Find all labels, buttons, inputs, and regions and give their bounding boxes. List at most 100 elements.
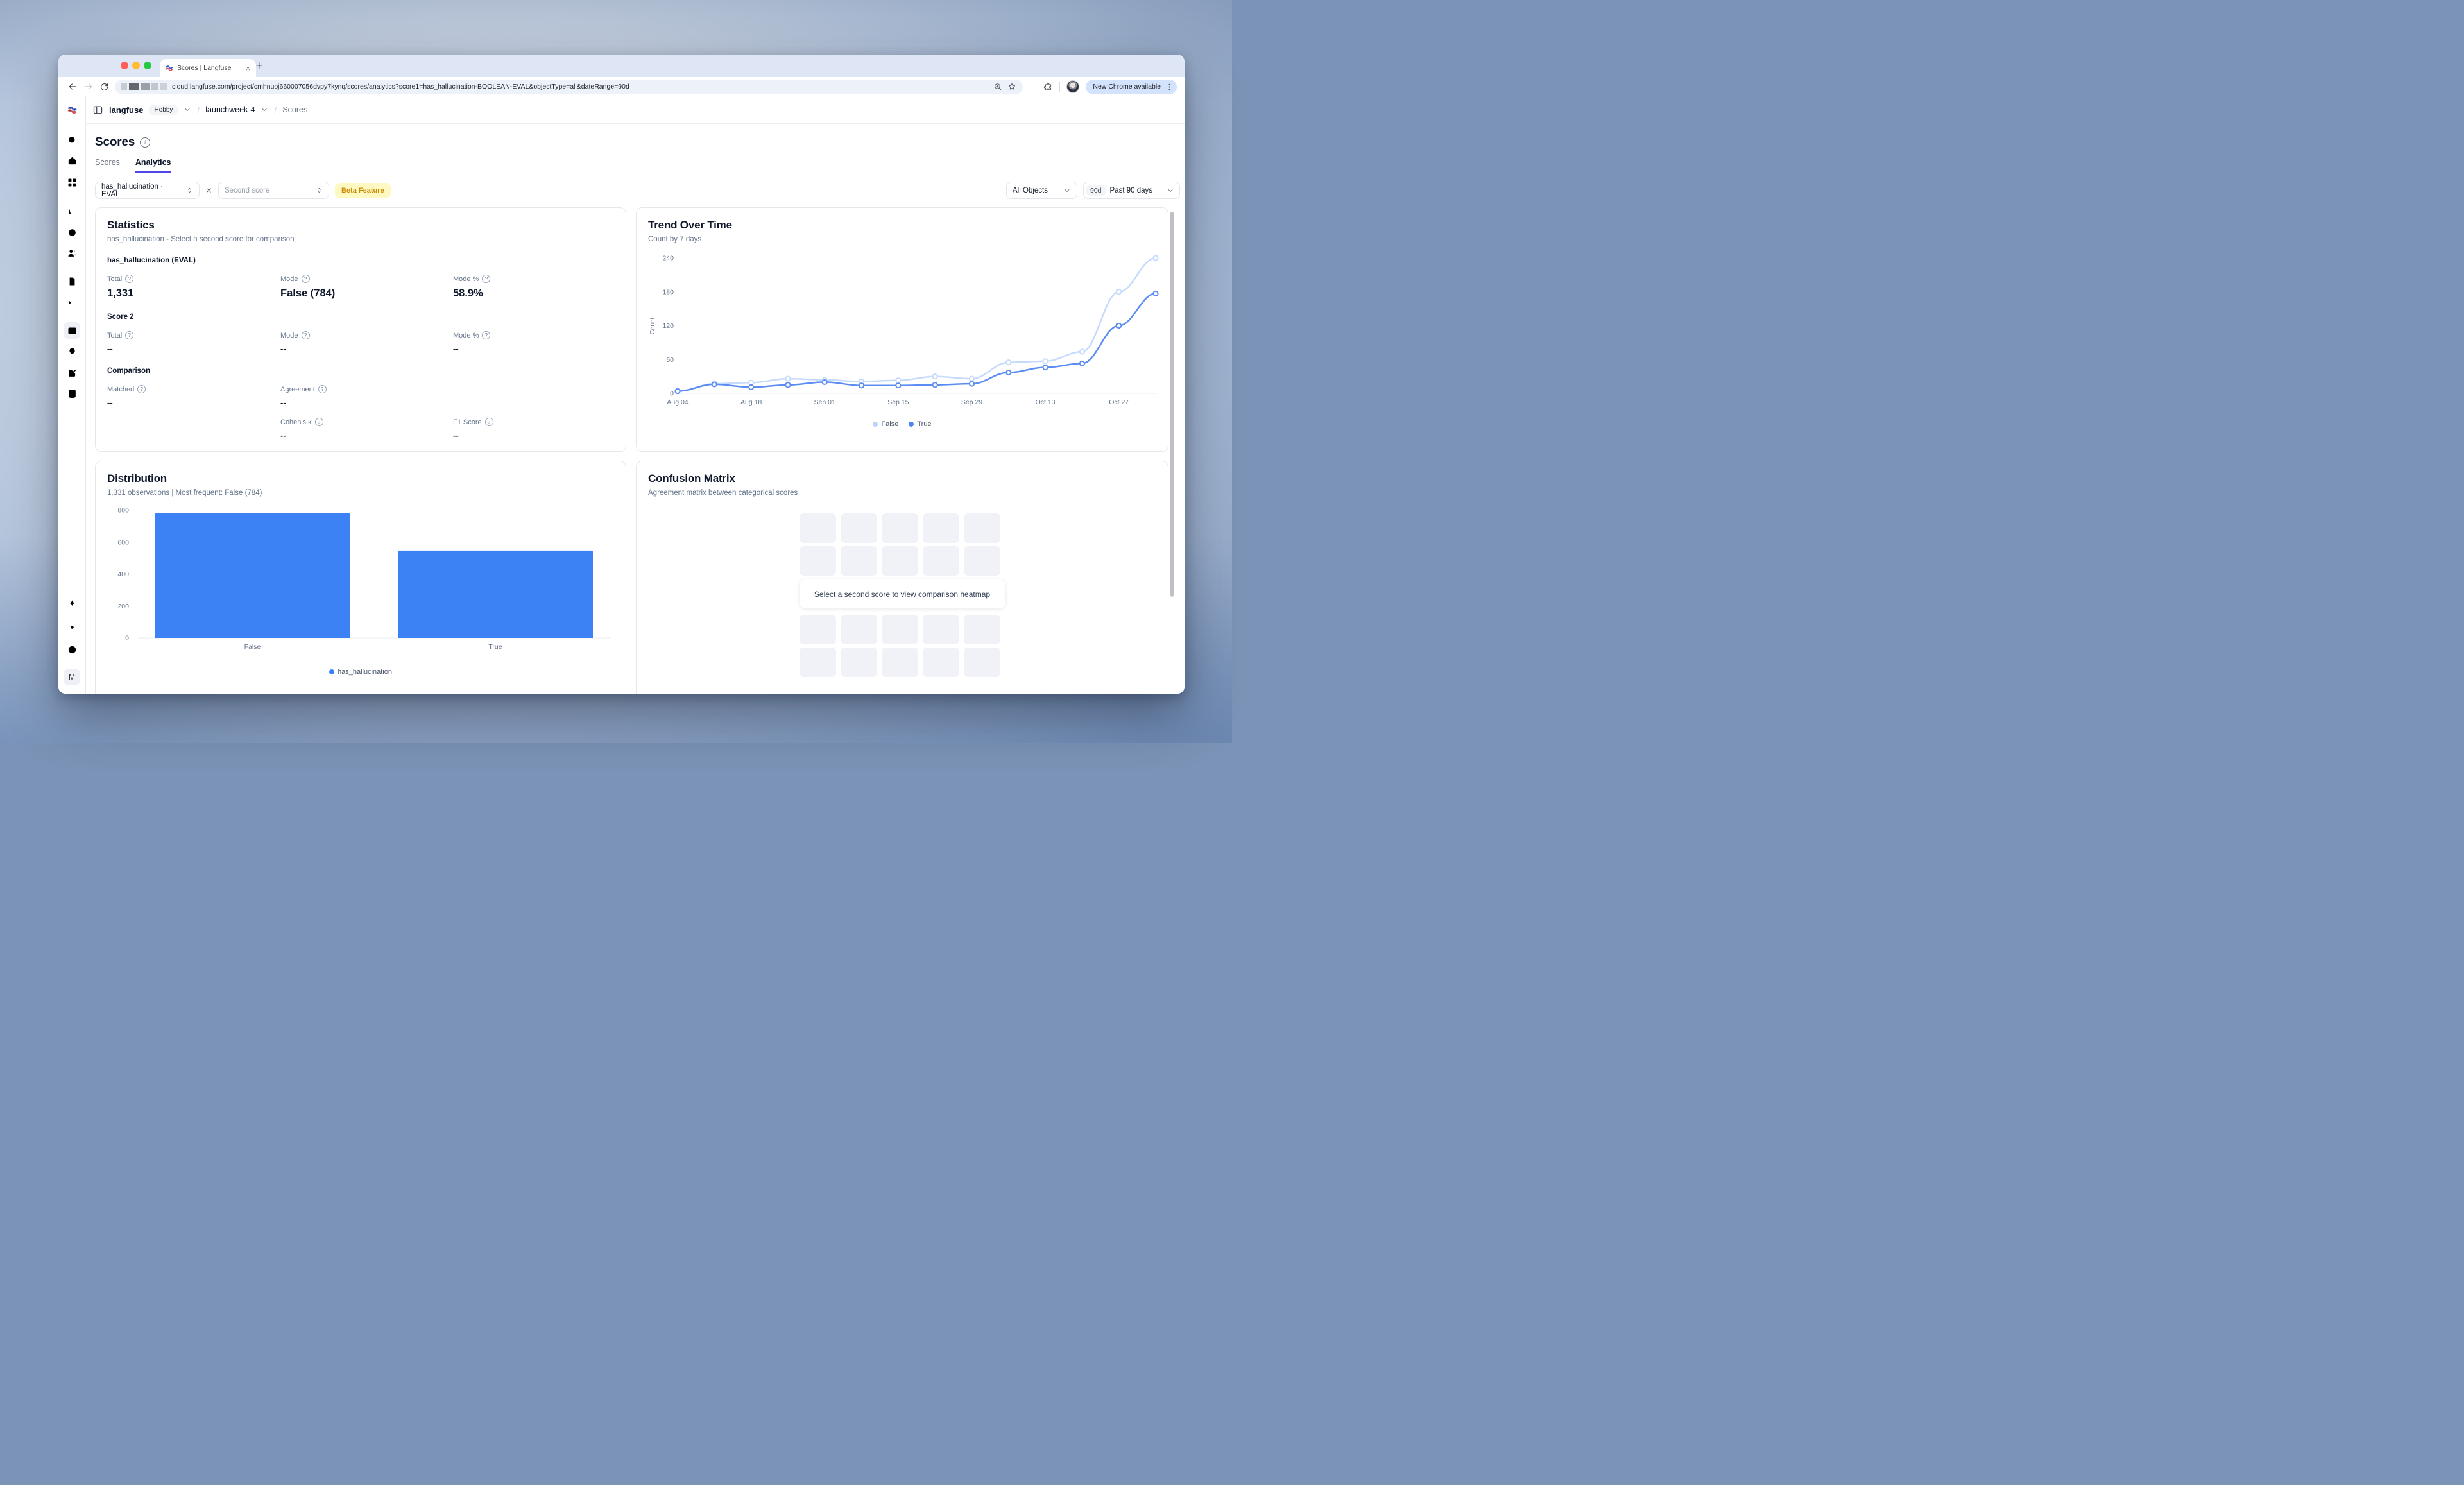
clear-score1-icon[interactable] — [205, 187, 212, 194]
sidebar-item-search[interactable] — [64, 132, 80, 148]
tab-scores[interactable]: Scores — [95, 158, 120, 167]
filter-row: has_hallucination · EVAL Second score Be… — [95, 182, 1180, 199]
tab-close-icon[interactable] — [245, 65, 251, 71]
svg-text:800: 800 — [117, 507, 129, 515]
confusion-title: Confusion Matrix — [648, 472, 735, 485]
org-name[interactable]: langfuse — [109, 105, 144, 115]
heatmap-placeholder-cell — [840, 615, 877, 644]
sidebar-item-datasets[interactable] — [64, 385, 80, 402]
plan-badge: Hobby — [149, 105, 178, 115]
desktop-background: Scores | Langfuse cloud.langfuse.com/pro… — [0, 0, 1232, 742]
sidebar-item-settings[interactable] — [64, 619, 80, 635]
sidebar-item-home[interactable] — [64, 152, 80, 169]
browser-tab[interactable]: Scores | Langfuse — [160, 59, 256, 77]
chrome-update-button[interactable]: New Chrome available — [1086, 79, 1177, 94]
main-content: Scores i Scores Analytics has_hallucinat… — [85, 123, 1185, 694]
url-bar[interactable]: cloud.langfuse.com/project/cmhnuoj660007… — [115, 79, 1023, 94]
traffic-light-minimize-button[interactable] — [132, 62, 140, 69]
metric-value: 58.9% — [453, 288, 483, 299]
help-icon[interactable]: ? — [137, 385, 146, 393]
metric-label: Mode % — [453, 275, 479, 283]
heatmap-placeholder-cell — [963, 615, 1000, 644]
svg-text:180: 180 — [662, 288, 674, 296]
help-icon[interactable]: ? — [125, 331, 134, 339]
heatmap-placeholder-cell — [963, 546, 1000, 576]
svg-text:400: 400 — [117, 571, 129, 578]
traffic-light-zoom-button[interactable] — [144, 62, 151, 69]
new-tab-button[interactable] — [255, 61, 264, 70]
user-avatar[interactable]: M — [64, 669, 80, 685]
browser-tab-title: Scores | Langfuse — [177, 64, 232, 72]
sidebar-item-scores[interactable] — [64, 322, 80, 339]
metric: Mode %? 58.9% — [453, 275, 614, 300]
sidebar-item-users[interactable] — [64, 245, 80, 261]
legend-label: has_hallucination — [337, 668, 392, 676]
help-icon[interactable]: ? — [301, 331, 310, 339]
sidebar-item-support[interactable] — [64, 641, 80, 658]
metric-value: -- — [107, 344, 113, 354]
sidebar-item-prompts[interactable] — [64, 273, 80, 289]
sidebar-item-sessions[interactable] — [64, 224, 80, 241]
heatmap-placeholder-cell — [922, 615, 959, 644]
svg-text:Sep 15: Sep 15 — [887, 399, 909, 406]
vertical-scrollbar-thumb[interactable] — [1170, 212, 1174, 597]
url-redacted-blocks — [121, 83, 167, 90]
score1-select[interactable]: has_hallucination · EVAL — [95, 182, 200, 199]
updown-chevrons-icon — [186, 187, 193, 194]
legend-dot — [909, 422, 914, 427]
project-chevron-down-icon[interactable] — [261, 106, 268, 114]
heatmap-placeholder-cell — [881, 513, 918, 543]
toolbar-divider — [1059, 82, 1061, 92]
heatmap-placeholder-cell — [881, 546, 918, 576]
bookmark-star-icon[interactable] — [1007, 82, 1016, 91]
score2-select[interactable]: Second score — [218, 182, 329, 199]
object-type-select[interactable]: All Objects — [1006, 182, 1077, 199]
help-icon[interactable]: ? — [482, 331, 491, 339]
date-range-select[interactable]: 90d Past 90 days — [1083, 182, 1180, 199]
info-icon[interactable]: i — [140, 137, 151, 148]
kebab-menu-icon[interactable] — [1165, 83, 1174, 91]
confusion-placeholder-message: Select a second score to view comparison… — [799, 579, 1005, 608]
sidebar-item-dashboards[interactable] — [64, 174, 80, 191]
svg-text:Aug 04: Aug 04 — [667, 399, 688, 406]
help-icon[interactable]: ? — [482, 275, 491, 283]
svg-text:200: 200 — [117, 603, 129, 610]
traffic-light-close-button[interactable] — [121, 62, 128, 69]
sidebar-item-annotation-queues[interactable] — [64, 365, 80, 381]
sidebar-item-evaluators[interactable] — [64, 343, 80, 360]
back-icon[interactable] — [67, 82, 78, 92]
metric: Mode? False (784) — [280, 275, 453, 300]
profile-avatar[interactable] — [1066, 80, 1080, 93]
zoom-page-icon[interactable] — [993, 82, 1002, 91]
heatmap-placeholder-cell — [840, 546, 877, 576]
chevron-down-icon — [1063, 187, 1071, 194]
score2-placeholder: Second score — [225, 186, 270, 194]
sidebar-toggle-icon[interactable] — [92, 105, 103, 116]
help-icon[interactable]: ? — [125, 275, 134, 283]
forward-icon[interactable] — [83, 82, 94, 92]
sidebar-item-playground[interactable] — [64, 294, 80, 311]
legend-item-false: False — [873, 420, 898, 428]
legend-label: False — [881, 420, 899, 428]
project-name[interactable]: launchweek-4 — [205, 105, 255, 114]
metric-value: 1,331 — [107, 288, 134, 299]
reload-icon[interactable] — [99, 82, 109, 92]
svg-text:60: 60 — [666, 356, 674, 364]
metric: F1 Score? -- — [453, 418, 614, 440]
extensions-icon[interactable] — [1043, 82, 1053, 92]
trend-legend: False True — [648, 420, 1156, 428]
heatmap-placeholder-cell — [963, 648, 1000, 677]
org-chevron-down-icon[interactable] — [184, 106, 191, 114]
tab-analytics[interactable]: Analytics — [135, 158, 171, 173]
help-icon[interactable]: ? — [318, 385, 327, 393]
help-icon[interactable]: ? — [314, 418, 323, 426]
metric-value: -- — [453, 431, 459, 440]
statistics-card: Statistics has_hallucination - Select a … — [95, 207, 626, 452]
sidebar-item-whats-new[interactable] — [64, 596, 80, 612]
help-icon[interactable]: ? — [484, 418, 493, 426]
help-icon[interactable]: ? — [301, 275, 310, 283]
sidebar-item-tracing[interactable] — [64, 203, 80, 219]
distribution-subtitle: 1,331 observations | Most frequent: Fals… — [107, 489, 262, 497]
metric-value: -- — [280, 398, 286, 408]
metric-label: Total — [107, 275, 123, 283]
